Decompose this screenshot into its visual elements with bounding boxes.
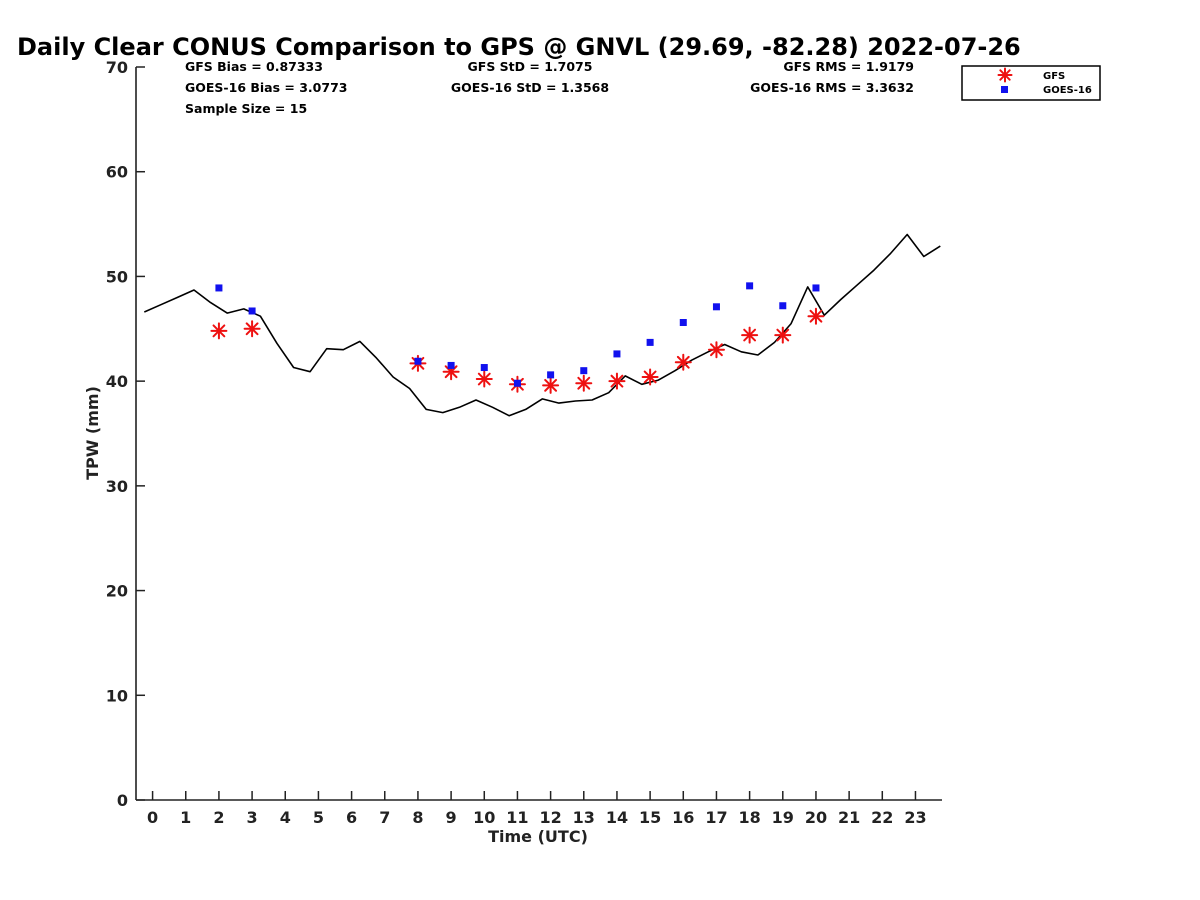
goes-point	[580, 367, 588, 375]
gfs-point	[674, 353, 692, 371]
gfs-point	[243, 320, 261, 338]
goes-point	[679, 319, 687, 327]
goes-point	[248, 307, 256, 315]
legend-gfs-label: GFS	[1043, 71, 1065, 82]
y-axis-label: TPW (mm)	[83, 386, 102, 480]
stat-goes-std: GOES-16 StD = 1.3568	[451, 80, 609, 95]
goes-point	[447, 361, 455, 369]
legend-box	[961, 65, 1101, 101]
goes-point	[513, 379, 521, 387]
gfs-point	[641, 368, 659, 386]
x-tick-label: 22	[871, 808, 893, 827]
goes-point	[646, 338, 654, 346]
x-tick-label: 3	[247, 808, 258, 827]
y-tick-label: 50	[106, 267, 128, 286]
legend-gfs-asterisk	[997, 67, 1013, 83]
goes-point	[779, 302, 787, 310]
goes-point	[547, 371, 555, 379]
gfs-point	[707, 341, 725, 359]
goes-point	[613, 350, 621, 358]
x-tick-label: 0	[147, 808, 158, 827]
gfs-point	[608, 372, 626, 390]
x-tick-label: 15	[639, 808, 661, 827]
x-tick-label: 17	[705, 808, 727, 827]
x-tick-label: 12	[539, 808, 561, 827]
legend-gfs-marker	[997, 67, 1013, 83]
x-tick-label: 2	[213, 808, 224, 827]
legend: GFS GOES-16	[961, 65, 1101, 101]
goes-point	[414, 357, 422, 365]
x-tick-label: 1	[180, 808, 191, 827]
gfs-point	[807, 307, 825, 325]
goes-point	[215, 284, 223, 292]
x-tick-label: 5	[313, 808, 324, 827]
y-tick-label: 60	[106, 163, 128, 182]
y-tick-label: 10	[106, 686, 128, 705]
goes-point	[712, 303, 720, 311]
goes-point	[746, 282, 754, 290]
y-tick-label: 30	[106, 477, 128, 496]
x-tick-label: 9	[446, 808, 457, 827]
plot-area	[143, 233, 941, 417]
gfs-point	[741, 326, 759, 344]
stats-block: GFS Bias = 0.87333 GOES-16 Bias = 3.0773…	[185, 59, 914, 116]
stat-gfs-bias: GFS Bias = 0.87333	[185, 59, 323, 74]
x-tick-label: 8	[412, 808, 423, 827]
x-axis-label: Time (UTC)	[488, 827, 588, 846]
x-tick-label: 11	[506, 808, 528, 827]
stat-gfs-rms: GFS RMS = 1.9179	[783, 59, 914, 74]
y-tick-label: 70	[106, 58, 128, 77]
stat-gfs-std: GFS StD = 1.7075	[468, 59, 593, 74]
x-tick-label: 6	[346, 808, 357, 827]
x-tick-label: 7	[379, 808, 390, 827]
x-tick-label: 19	[772, 808, 794, 827]
x-tick-label: 10	[473, 808, 495, 827]
x-tick-label: 13	[573, 808, 595, 827]
gfs-point	[542, 376, 560, 394]
goes-point	[812, 284, 820, 292]
legend-goes-label: GOES-16	[1043, 85, 1092, 96]
gfs-point	[575, 374, 593, 392]
y-tick-label: 0	[117, 791, 128, 810]
x-tick-label: 21	[838, 808, 860, 827]
gps-series-line	[143, 233, 941, 417]
stat-sample-size: Sample Size = 15	[185, 101, 307, 116]
x-tick-label: 4	[280, 808, 291, 827]
stat-goes-bias: GOES-16 Bias = 3.0773	[185, 80, 347, 95]
x-tick-label: 16	[672, 808, 694, 827]
gfs-point	[475, 370, 493, 388]
legend-goes-marker	[1001, 86, 1008, 93]
goes-point	[480, 364, 488, 372]
gfs-point	[774, 326, 792, 344]
y-tick-label: 40	[106, 372, 128, 391]
chart-title: Daily Clear CONUS Comparison to GPS @ GN…	[17, 33, 1021, 61]
x-tick-label: 23	[904, 808, 926, 827]
stat-goes-rms: GOES-16 RMS = 3.3632	[750, 80, 914, 95]
gfs-point	[210, 322, 228, 340]
x-tick-label: 14	[606, 808, 628, 827]
x-tick-label: 18	[738, 808, 760, 827]
x-tick-label: 20	[805, 808, 827, 827]
y-tick-label: 20	[106, 582, 128, 601]
